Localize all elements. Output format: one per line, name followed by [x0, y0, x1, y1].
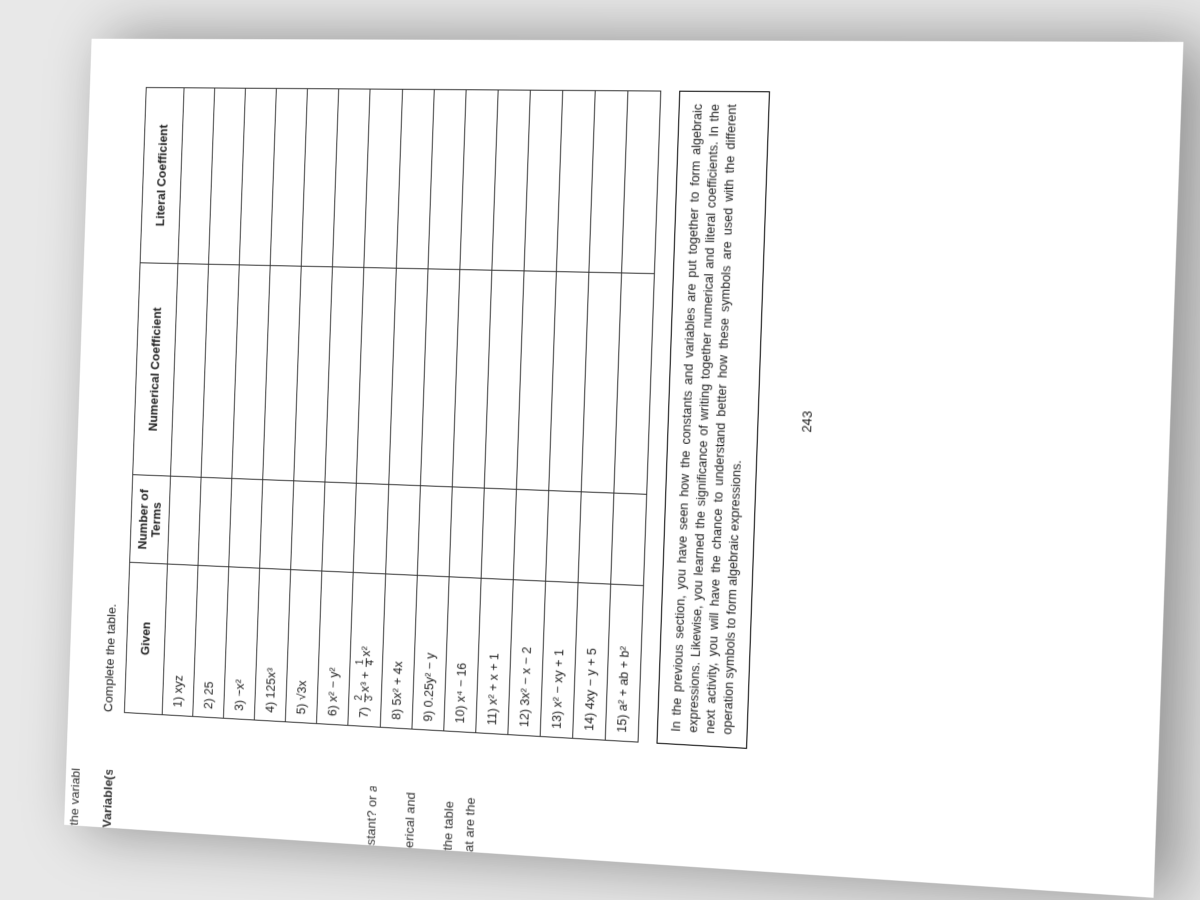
summary-box: In the previous section, you have seen h…: [656, 91, 769, 749]
cell-num-terms: [386, 485, 421, 576]
cell-num-terms: [198, 478, 232, 567]
worksheet-table: Given Number of Terms Numerical Coeffici…: [124, 87, 661, 743]
cell-given: 11) x² + x + 1: [476, 578, 514, 734]
cell-num-terms: [449, 487, 484, 578]
cell-num-terms: [322, 482, 356, 572]
snippet-line: erical and: [399, 788, 422, 849]
snippet-line: Variable(s): [97, 769, 119, 828]
cell-given: 13) x² − xy + 1: [540, 581, 578, 738]
cell-num-terms: [546, 491, 582, 583]
header-num-terms: Number of Terms: [130, 475, 171, 564]
cell-num-terms: [260, 480, 294, 570]
cell-num-terms: [291, 481, 325, 571]
header-lit-coef: Literal Coefficient: [140, 88, 184, 264]
textbook-page: the variable(s) the Variable(s) stant? o…: [64, 39, 1183, 898]
cell-num-coef: [614, 273, 655, 495]
cell-num-terms: [481, 488, 516, 579]
cell-given: 10) x⁴ − 16: [444, 577, 481, 733]
page-number: 243: [787, 92, 825, 753]
snippet-line: the variable(s) the: [64, 767, 86, 826]
header-given: Given: [124, 563, 167, 715]
cell-lit-coef: [622, 91, 661, 274]
cell-given: 12) 3x² − x − 2: [508, 580, 546, 737]
cell-num-terms: [513, 490, 548, 582]
left-margin-snippets: the variable(s) the Variable(s) stant? o…: [64, 767, 482, 852]
cell-num-terms: [417, 486, 452, 577]
cell-num-terms: [353, 484, 389, 575]
cell-given: 14) 4xy − y + 5: [573, 583, 611, 740]
snippet-line: the table: [438, 791, 461, 852]
cell-num-terms: [578, 492, 614, 584]
snippet-line: stant? or a: [361, 786, 384, 846]
cell-num-terms: [229, 479, 263, 569]
snippet-line: at are the: [459, 792, 483, 853]
cell-given: 7) 23x³ + 14x²: [348, 573, 386, 728]
cell-given: 15) a² + ab + b²: [605, 584, 643, 742]
cell-num-terms: [611, 493, 647, 585]
cell-num-terms: [167, 476, 201, 565]
